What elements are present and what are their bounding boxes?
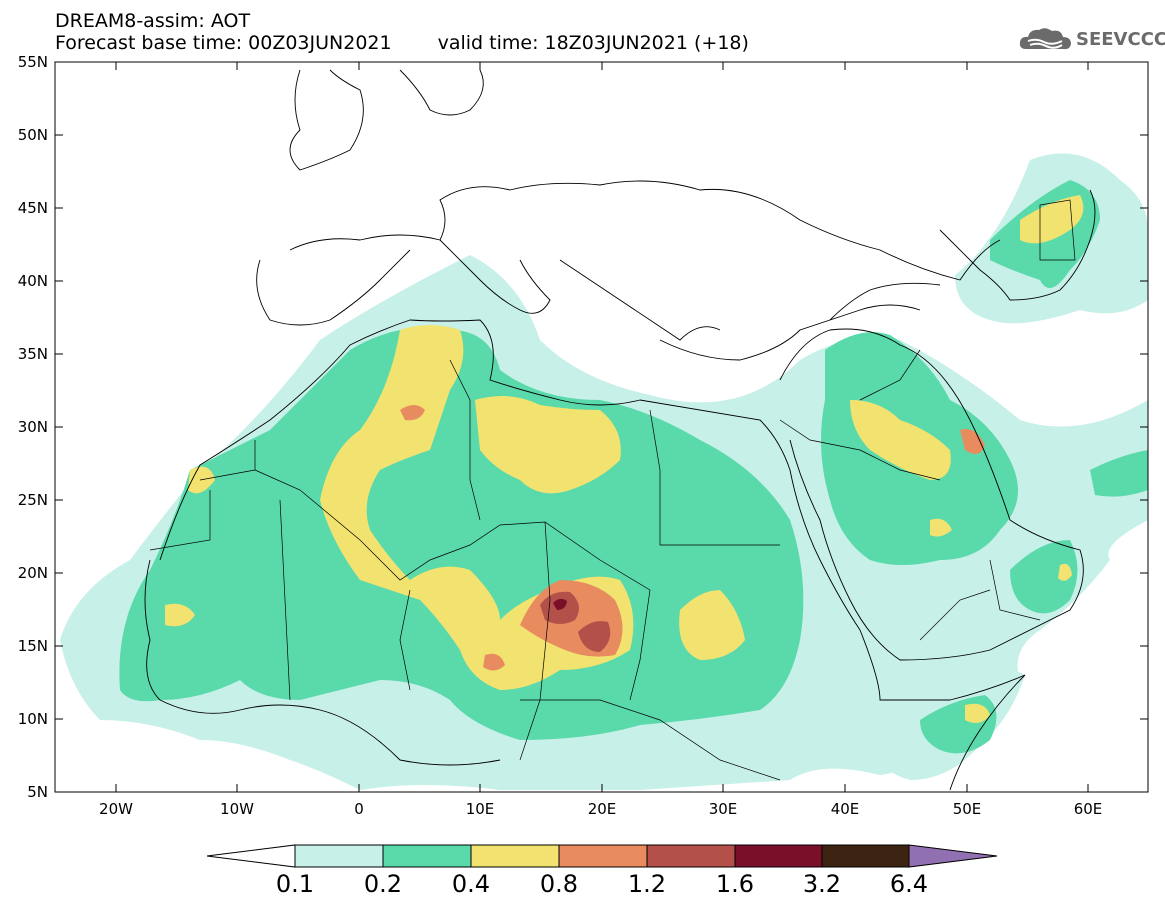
chart-title: DREAM8-assim: AOT: [55, 10, 251, 32]
colorbar-bin-0-2: [382, 844, 472, 868]
colorbar-label: 3.2: [802, 870, 842, 898]
colorbar-bin-0-4: [470, 844, 560, 868]
colorbar: [206, 844, 998, 868]
colorbar-label: 6.4: [889, 870, 929, 898]
lat-tick-label: 15N: [17, 637, 48, 655]
lon-tick-label: 50E: [952, 800, 982, 818]
colorbar-label: 0.4: [451, 870, 491, 898]
lon-tick-label: 20W: [99, 800, 133, 818]
colorbar-under-arrow: [206, 844, 296, 868]
colorbar-label: 0.8: [539, 870, 579, 898]
cloud-icon: [1019, 28, 1071, 50]
country-borders: [149, 199, 1076, 781]
lat-tick-label: 40N: [17, 272, 48, 290]
lon-tick-label: 10W: [220, 800, 254, 818]
lon-tick-label: 30E: [708, 800, 738, 818]
lon-tick-label: 0: [354, 800, 364, 818]
colorbar-bin-3-2: [821, 844, 910, 868]
time-info: Forecast base time: 00Z03JUN2021 valid ti…: [55, 33, 749, 53]
colorbar-bin-1-2: [646, 844, 736, 868]
colorbar-label: 0.2: [363, 870, 403, 898]
seevccc-logo: SEEVCCC: [1018, 25, 1165, 55]
lat-tick-label: 10N: [17, 710, 48, 728]
lat-tick-label: 50N: [17, 126, 48, 144]
lat-tick-label: 55N: [17, 53, 48, 71]
colorbar-bin-1-6: [734, 844, 823, 868]
lon-tick-label: 20E: [587, 800, 617, 818]
lat-tick-label: 35N: [17, 345, 48, 363]
lat-tick-label: 45N: [17, 199, 48, 217]
colorbar-label: 0.1: [275, 870, 315, 898]
logo-text: SEEVCCC: [1076, 29, 1165, 50]
colorbar-label: 1.6: [715, 870, 755, 898]
colorbar-over-arrow: [908, 844, 998, 868]
valid-time: valid time: 18Z03JUN2021 (+18): [437, 32, 749, 54]
lat-tick-label: 5N: [27, 783, 48, 801]
colorbar-label: 1.2: [627, 870, 667, 898]
colorbar-bin-0-8: [558, 844, 648, 868]
lat-tick-label: 25N: [17, 491, 48, 509]
lon-tick-label: 40E: [830, 800, 860, 818]
coastlines: [144, 69, 1096, 791]
lon-tick-label: 60E: [1073, 800, 1103, 818]
aot-level-1-6: [553, 598, 567, 610]
base-time: Forecast base time: 00Z03JUN2021: [55, 32, 392, 54]
aot-fields: [60, 69, 1148, 791]
lat-tick-label: 20N: [17, 564, 48, 582]
lat-tick-label: 30N: [17, 418, 48, 436]
lon-tick-label: 10E: [465, 800, 495, 818]
colorbar-bin-0-1: [294, 844, 384, 868]
axis-ticks: [55, 61, 1148, 792]
